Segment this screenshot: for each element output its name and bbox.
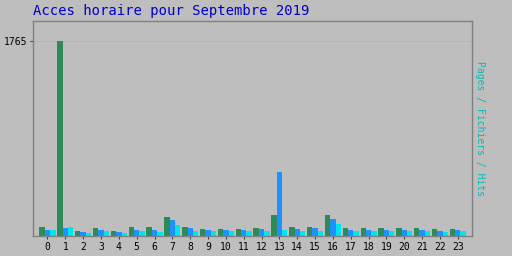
Bar	[45, 230, 50, 236]
Bar	[86, 233, 91, 236]
Bar	[103, 231, 109, 236]
Bar	[116, 232, 121, 236]
Bar	[187, 228, 193, 236]
Bar	[366, 230, 371, 236]
Bar	[419, 230, 425, 236]
Bar	[62, 228, 68, 236]
Bar	[276, 172, 282, 236]
Bar	[211, 231, 216, 236]
Bar	[205, 230, 211, 236]
Bar	[442, 232, 448, 236]
Bar	[407, 231, 412, 236]
Bar	[360, 228, 366, 236]
Bar	[396, 228, 401, 236]
Bar	[343, 228, 348, 236]
Bar	[307, 227, 312, 236]
Bar	[425, 231, 430, 236]
Bar	[455, 230, 460, 236]
Text: Acces horaire pour Septembre 2019: Acces horaire pour Septembre 2019	[33, 4, 310, 18]
Bar	[75, 231, 80, 236]
Bar	[289, 227, 294, 236]
Bar	[383, 230, 389, 236]
Bar	[460, 231, 466, 236]
Bar	[236, 229, 241, 236]
Bar	[325, 215, 330, 236]
Bar	[111, 231, 116, 236]
Bar	[300, 231, 305, 236]
Bar	[378, 228, 383, 236]
Bar	[318, 231, 323, 236]
Bar	[134, 230, 139, 236]
Bar	[57, 41, 62, 236]
Bar	[241, 230, 246, 236]
Bar	[98, 230, 103, 236]
Bar	[50, 230, 55, 236]
Text: Pages / Fichiers / Hits: Pages / Fichiers / Hits	[475, 61, 485, 196]
Bar	[223, 230, 228, 236]
Bar	[175, 225, 180, 236]
Bar	[330, 219, 335, 236]
Bar	[39, 227, 45, 236]
Bar	[80, 232, 86, 236]
Bar	[121, 233, 127, 236]
Bar	[432, 229, 437, 236]
Bar	[193, 231, 198, 236]
Bar	[401, 230, 407, 236]
Bar	[353, 231, 359, 236]
Bar	[228, 231, 234, 236]
Bar	[169, 220, 175, 236]
Bar	[129, 227, 134, 236]
Bar	[259, 229, 264, 236]
Bar	[164, 218, 169, 236]
Bar	[437, 231, 442, 236]
Bar	[348, 230, 353, 236]
Bar	[139, 231, 145, 236]
Bar	[312, 228, 318, 236]
Bar	[218, 229, 223, 236]
Bar	[253, 228, 259, 236]
Bar	[282, 230, 287, 236]
Bar	[414, 228, 419, 236]
Bar	[450, 229, 455, 236]
Bar	[157, 232, 162, 236]
Bar	[335, 224, 341, 236]
Bar	[146, 227, 152, 236]
Bar	[152, 230, 157, 236]
Bar	[271, 215, 276, 236]
Bar	[389, 231, 394, 236]
Bar	[182, 227, 187, 236]
Bar	[371, 231, 376, 236]
Bar	[294, 229, 300, 236]
Bar	[200, 229, 205, 236]
Bar	[93, 228, 98, 236]
Bar	[264, 231, 269, 236]
Bar	[246, 231, 252, 236]
Bar	[68, 227, 73, 236]
